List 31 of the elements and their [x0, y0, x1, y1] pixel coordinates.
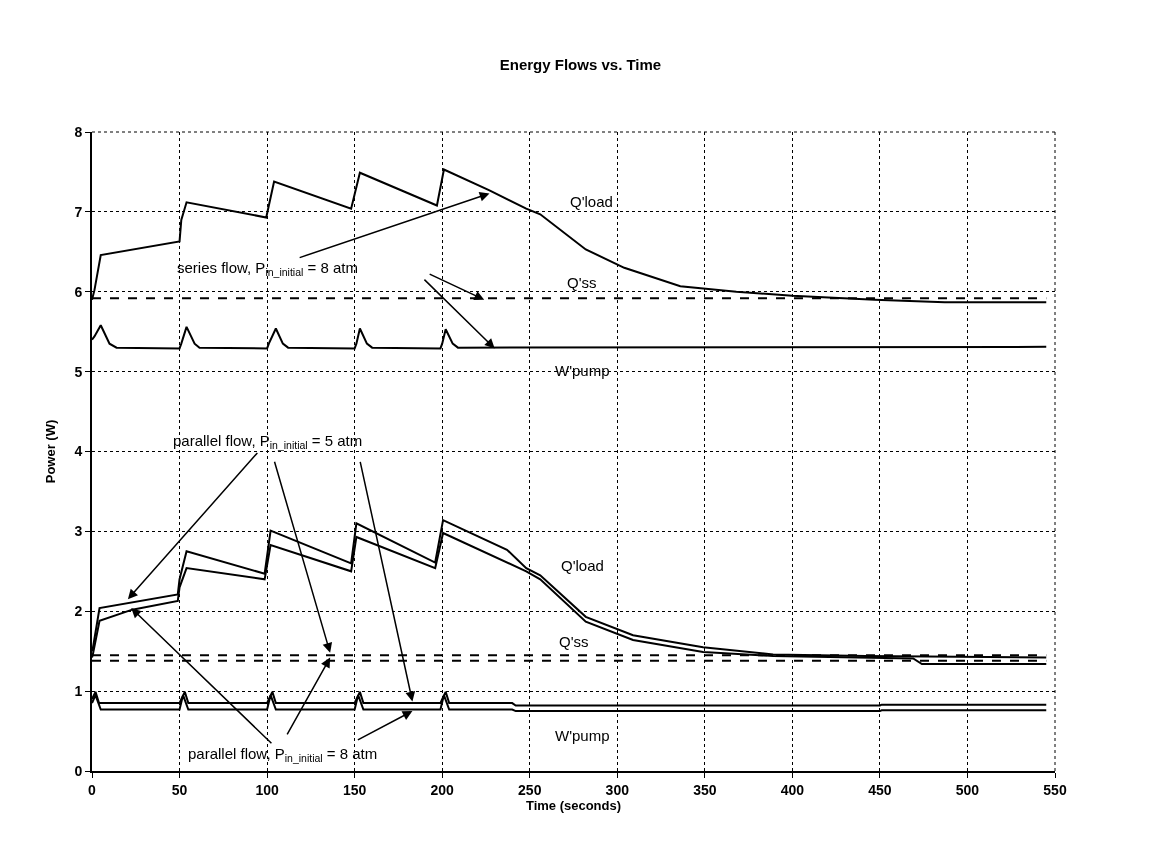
annotation: Q'ss	[559, 633, 589, 650]
annotation: W'pump	[555, 727, 610, 744]
y-tick-label: 3	[74, 523, 83, 540]
annotation: series flow, P$_{in_initial}$ = 8 atm	[177, 259, 358, 279]
y-tick-label: 5	[74, 363, 83, 380]
y-tick-label: 7	[74, 203, 83, 220]
x-tick-label: 0	[88, 781, 97, 798]
y-tick-label: 8	[74, 123, 83, 140]
x-tick-label: 100	[255, 781, 279, 798]
x-tick-label: 50	[171, 781, 188, 798]
annotation: Q'ss	[567, 274, 597, 291]
x-tick-label: 300	[605, 781, 630, 798]
x-tick-label: 350	[693, 781, 717, 798]
x-tick-label: 150	[342, 781, 367, 798]
x-tick-label: 250	[518, 781, 542, 798]
chart-title: Energy Flows vs. Time	[499, 55, 662, 73]
x-tick-label: 200	[430, 781, 455, 798]
x-tick-label: 550	[1043, 781, 1067, 798]
x-tick-label: 400	[780, 781, 805, 798]
y-tick-label: 0	[74, 762, 83, 779]
y-axis-title: Power (W)	[43, 419, 58, 484]
annotation: Q'load	[561, 557, 604, 574]
annotation: parallel flow, P$_{in_initial}$ = 8 atm	[188, 745, 378, 765]
x-tick-label: 500	[955, 781, 980, 798]
y-tick-label: 6	[74, 283, 83, 300]
y-tick-label: 1	[74, 683, 83, 700]
y-tick-label: 2	[74, 603, 83, 620]
x-tick-label: 450	[868, 781, 892, 798]
x-axis-title: Time (seconds)	[525, 797, 622, 813]
annotation: Q'load	[570, 193, 613, 210]
y-tick-label: 4	[74, 443, 83, 460]
